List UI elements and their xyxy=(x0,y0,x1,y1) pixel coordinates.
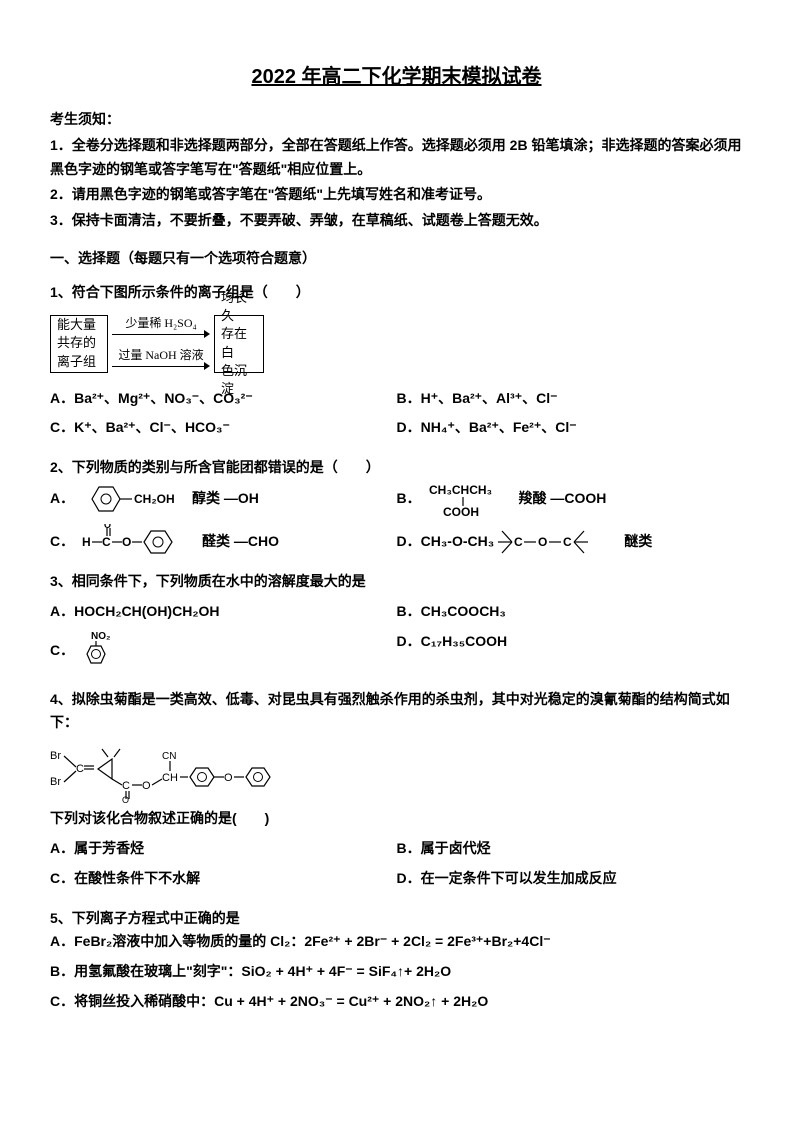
q4-stem: 4、拟除虫菊酯是一类高效、低毒、对昆虫具有强烈触杀作用的杀虫剂，其中对光稳定的溴… xyxy=(50,688,743,736)
q1-diagram: 能大量 共存的 离子组 少量稀 H₂SO₄ 过量 NaOH 溶液 均长久 存在白… xyxy=(50,315,264,373)
q2-a-suffix: 醇类 —OH xyxy=(192,487,259,511)
q2-opt-a: A． CH₂OH 醇类 —OH xyxy=(50,482,397,516)
arrow-right-icon xyxy=(112,361,210,371)
svg-text:O: O xyxy=(224,772,233,784)
svg-text:O: O xyxy=(122,795,129,803)
q2-a-label: A． xyxy=(50,487,82,511)
svg-text:C: C xyxy=(122,780,130,792)
instruction-2: 2．请用黑色字迹的钢笔或答字笔在"答题纸"上先填写姓名和准考证号。 xyxy=(50,183,743,207)
q2-d-prefix: D．CH₃-O-CH₃ xyxy=(397,530,495,554)
q2-opt-b: B． CH₃CHCH₃ COOH 羧酸 —COOH xyxy=(397,480,744,518)
svg-text:H: H xyxy=(82,535,91,549)
svg-text:CH₃CHCH₃: CH₃CHCH₃ xyxy=(429,483,492,497)
deltamethrin-icon: Br Br C C O O CH CN O xyxy=(50,741,310,803)
q5-opt-b: B．用氢氟酸在玻璃上"刻字"：SiO₂ + 4H⁺ + 4F⁻ = SiF₄↑+… xyxy=(50,960,743,984)
svg-text:O: O xyxy=(142,780,151,792)
q1-arrows: 少量稀 H₂SO₄ 过量 NaOH 溶液 xyxy=(112,317,210,371)
q4-opt-a: A．属于芳香烃 xyxy=(50,837,397,861)
q1-arrow-bottom: 过量 NaOH 溶液 xyxy=(112,349,210,371)
q1-arrow-top-label: 少量稀 H₂SO₄ xyxy=(125,317,196,329)
q2-options: A． CH₂OH 醇类 —OH B． CH₃CHCH₃COOH 羧酸 —COOH… xyxy=(50,480,743,560)
q1-opt-d: D．NH₄⁺、Ba²⁺、Fe²⁺、Cl⁻ xyxy=(397,416,744,440)
instruction-3: 3．保持卡面清洁，不要折叠，不要弄破、弄皱，在草稿纸、试题卷上答题无效。 xyxy=(50,209,743,233)
q4-structure: Br Br C C O O CH CN O xyxy=(50,741,743,803)
q4-opt-d: D．在一定条件下可以发生加成反应 xyxy=(397,867,744,891)
benzyl-alcohol-icon: CH₂OH xyxy=(82,482,192,516)
q3-opt-b: B．CH₃COOCH₃ xyxy=(397,600,744,624)
svg-text:C: C xyxy=(76,763,84,775)
q1-opt-c: C．K⁺、Ba²⁺、Cl⁻、HCO₃⁻ xyxy=(50,416,397,440)
section-1-title: 一、选择题（每题只有一个选项符合题意） xyxy=(50,247,743,271)
q4-tail: 下列对该化合物叙述正确的是( ) xyxy=(50,807,743,831)
q3-opt-d: D．C₁₇H₃₅COOH xyxy=(397,630,744,672)
q5-opt-c: C．将铜丝投入稀硝酸中：Cu + 4H⁺ + 2NO₃⁻ = Cu²⁺ + 2N… xyxy=(50,990,743,1014)
q1-opt-b: B．H⁺、Ba²⁺、Al³⁺、Cl⁻ xyxy=(397,387,744,411)
q1-box-right-text: 均长久 存在白 色沉淀 xyxy=(221,289,257,398)
instructions-block: 考生须知： 1．全卷分选择题和非选择题两部分，全部在答题纸上作答。选择题必须用 … xyxy=(50,108,743,233)
svg-text:O: O xyxy=(104,524,111,530)
q4-options: A．属于芳香烃 B．属于卤代烃 C．在酸性条件下不水解 D．在一定条件下可以发生… xyxy=(50,837,743,897)
svg-text:CH₂OH: CH₂OH xyxy=(134,492,175,506)
svg-text:O: O xyxy=(122,535,131,549)
q4-opt-b: B．属于卤代烃 xyxy=(397,837,744,861)
q2-d-suffix: 醚类 xyxy=(624,530,652,554)
q1-options: A．Ba²⁺、Mg²⁺、NO₃⁻、CO₃²⁻ B．H⁺、Ba²⁺、Al³⁺、Cl… xyxy=(50,387,743,447)
svg-text:CH: CH xyxy=(162,772,178,784)
svg-text:NO₂: NO₂ xyxy=(91,631,110,642)
q1-box-right: 均长久 存在白 色沉淀 xyxy=(214,315,264,373)
svg-text:Br: Br xyxy=(50,750,61,762)
svg-text:C: C xyxy=(102,535,111,549)
q4-opt-c: C．在酸性条件下不水解 xyxy=(50,867,397,891)
instructions-header: 考生须知： xyxy=(50,108,743,132)
arrow-right-icon xyxy=(112,329,210,339)
q5-opt-a: A．FeBr₂溶液中加入等物质的量的 Cl₂：2Fe²⁺ + 2Br⁻ + 2C… xyxy=(50,930,743,954)
svg-text:C: C xyxy=(514,535,523,549)
q1-stem: 1、符合下图所示条件的离子组是（ ） xyxy=(50,281,743,305)
q3-options: A．HOCH₂CH(OH)CH₂OH B．CH₃COOCH₃ C． NO₂ D．… xyxy=(50,600,743,678)
nitrobenzene-icon: NO₂ xyxy=(74,630,118,672)
svg-text:C: C xyxy=(563,535,572,549)
q2-stem: 2、下列物质的类别与所含官能团都错误的是（ ） xyxy=(50,456,743,480)
q3-c-label: C． xyxy=(50,639,74,663)
svg-text:CN: CN xyxy=(162,751,176,762)
q3-opt-a: A．HOCH₂CH(OH)CH₂OH xyxy=(50,600,397,624)
q1-box-left: 能大量 共存的 离子组 xyxy=(50,315,108,373)
phenyl-formate-icon: HCO O xyxy=(82,524,202,560)
q3-stem: 3、相同条件下，下列物质在水中的溶解度最大的是 xyxy=(50,570,743,594)
q2-b-label: B． xyxy=(397,487,429,511)
q5-stem: 5、下列离子方程式中正确的是 xyxy=(50,907,743,931)
ether-structure-icon: COC xyxy=(494,525,624,559)
q2-opt-d: D．CH₃-O-CH₃ C O C 醚类 xyxy=(397,525,744,559)
q1-box-left-text: 能大量 共存的 离子组 xyxy=(57,316,101,371)
q2-c-label: C． xyxy=(50,530,82,554)
q3-opt-c: C． NO₂ xyxy=(50,630,397,672)
instruction-1: 1．全卷分选择题和非选择题两部分，全部在答题纸上作答。选择题必须用 2B 铅笔填… xyxy=(50,134,743,182)
page-title: 2022 年高二下化学期末模拟试卷 xyxy=(50,60,743,94)
q2-c-suffix: 醛类 —CHO xyxy=(202,530,279,554)
svg-text:O: O xyxy=(538,535,547,549)
q1-arrow-top: 少量稀 H₂SO₄ xyxy=(112,317,210,339)
q5-options: A．FeBr₂溶液中加入等物质的量的 Cl₂：2Fe²⁺ + 2Br⁻ + 2C… xyxy=(50,930,743,1013)
q1-opt-a: A．Ba²⁺、Mg²⁺、NO₃⁻、CO₃²⁻ xyxy=(50,387,397,411)
q1-arrow-bottom-label: 过量 NaOH 溶液 xyxy=(118,349,203,361)
q2-b-suffix: 羧酸 —COOH xyxy=(519,487,607,511)
svg-text:COOH: COOH xyxy=(443,505,479,518)
isobutyric-acid-icon: CH₃CHCH₃ COOH xyxy=(429,480,519,518)
q2-opt-c: C． HCO O 醛类 —CHO xyxy=(50,524,397,560)
svg-text:Br: Br xyxy=(50,776,61,788)
